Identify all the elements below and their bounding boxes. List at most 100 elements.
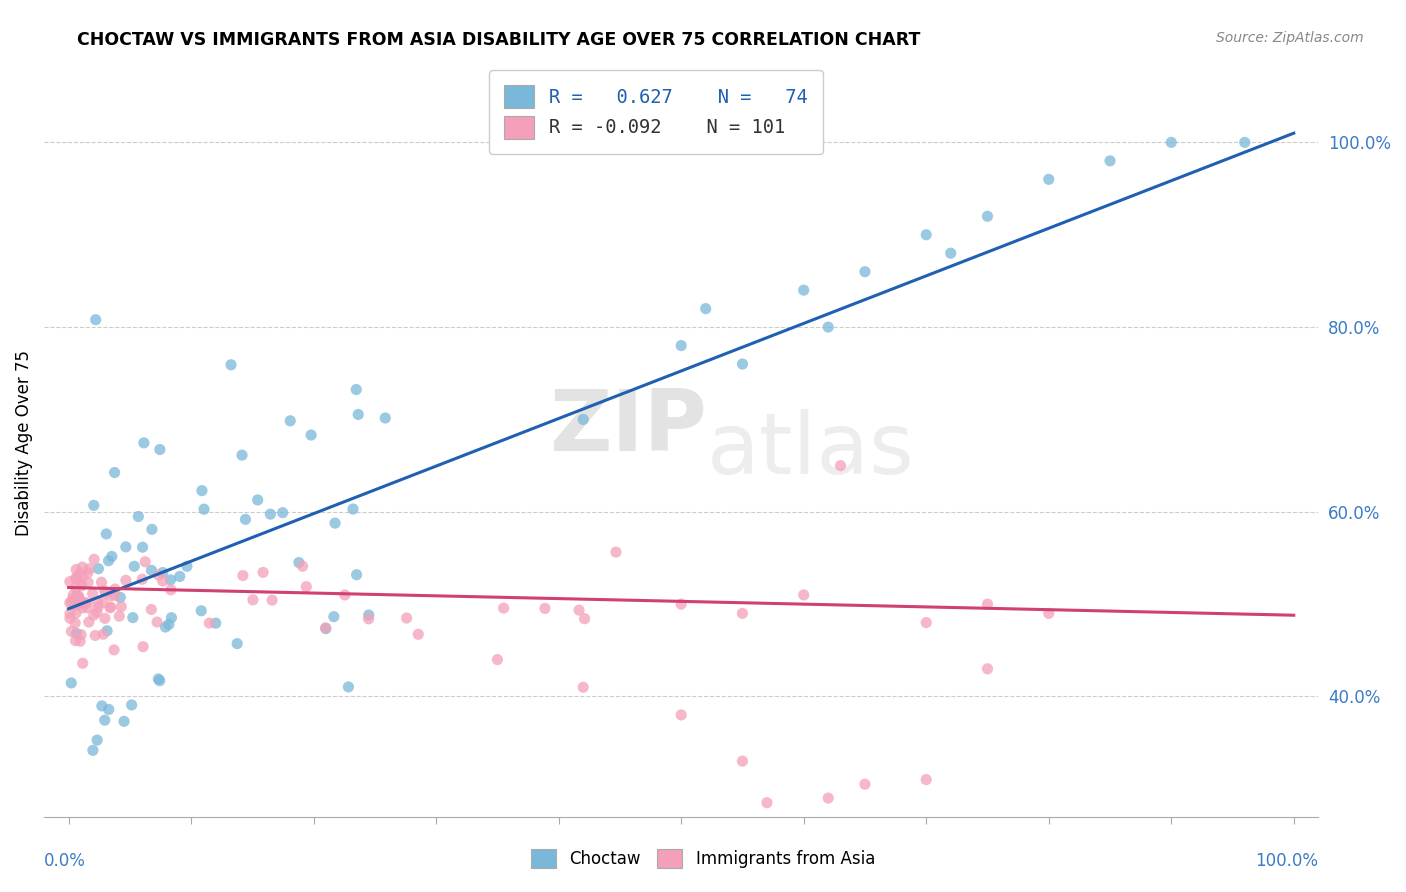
Point bbox=[63, 598, 86, 612]
Point bbox=[731, 607, 754, 621]
Point bbox=[323, 516, 346, 530]
Point bbox=[315, 621, 337, 635]
Point bbox=[132, 640, 155, 654]
Text: ZIP: ZIP bbox=[548, 386, 707, 469]
Point bbox=[605, 545, 627, 559]
Point bbox=[337, 680, 360, 694]
Point bbox=[66, 571, 89, 585]
Point bbox=[152, 566, 174, 580]
Point bbox=[77, 575, 100, 590]
Point bbox=[65, 633, 87, 648]
Point bbox=[83, 499, 105, 513]
Point bbox=[83, 552, 105, 566]
Point bbox=[344, 383, 367, 397]
Point bbox=[669, 338, 692, 352]
Point bbox=[534, 601, 557, 615]
Point bbox=[271, 506, 294, 520]
Point bbox=[830, 458, 852, 473]
Point bbox=[103, 643, 125, 657]
Point bbox=[204, 616, 226, 631]
Point bbox=[169, 569, 191, 583]
Point bbox=[91, 595, 114, 609]
Point bbox=[406, 627, 429, 641]
Point bbox=[568, 603, 591, 617]
Point bbox=[1233, 136, 1256, 150]
Point bbox=[93, 713, 115, 727]
Y-axis label: Disability Age Over 75: Disability Age Over 75 bbox=[15, 350, 32, 535]
Point bbox=[59, 596, 82, 610]
Point bbox=[86, 605, 108, 619]
Legend: Choctaw, Immigrants from Asia: Choctaw, Immigrants from Asia bbox=[524, 842, 882, 875]
Point bbox=[346, 567, 368, 582]
Point bbox=[148, 672, 170, 686]
Point bbox=[262, 593, 284, 607]
Point bbox=[246, 492, 269, 507]
Text: 0.0%: 0.0% bbox=[44, 852, 86, 870]
Point bbox=[915, 615, 938, 630]
Point bbox=[114, 540, 136, 554]
Point bbox=[72, 657, 94, 671]
Point bbox=[70, 576, 93, 591]
Point bbox=[70, 579, 93, 593]
Point bbox=[146, 615, 169, 629]
Point bbox=[695, 301, 717, 316]
Text: CHOCTAW VS IMMIGRANTS FROM ASIA DISABILITY AGE OVER 75 CORRELATION CHART: CHOCTAW VS IMMIGRANTS FROM ASIA DISABILI… bbox=[77, 31, 921, 49]
Point bbox=[148, 568, 170, 582]
Point bbox=[231, 448, 253, 462]
Point bbox=[492, 601, 515, 615]
Point bbox=[59, 574, 82, 589]
Point bbox=[342, 502, 364, 516]
Point bbox=[132, 435, 155, 450]
Text: 100.0%: 100.0% bbox=[1256, 852, 1319, 870]
Point bbox=[226, 637, 249, 651]
Point bbox=[486, 652, 509, 666]
Point bbox=[149, 673, 172, 688]
Point bbox=[66, 589, 89, 603]
Point bbox=[295, 580, 318, 594]
Point bbox=[104, 466, 127, 480]
Point bbox=[67, 597, 90, 611]
Point bbox=[160, 611, 183, 625]
Text: atlas: atlas bbox=[707, 409, 915, 491]
Point bbox=[70, 594, 93, 608]
Point bbox=[91, 627, 114, 641]
Point bbox=[817, 791, 839, 805]
Point bbox=[1160, 136, 1182, 150]
Point bbox=[152, 574, 174, 588]
Point bbox=[86, 595, 108, 609]
Point bbox=[84, 628, 107, 642]
Point bbox=[76, 600, 98, 615]
Point bbox=[76, 596, 98, 610]
Point bbox=[65, 606, 87, 620]
Point bbox=[97, 702, 120, 716]
Point bbox=[69, 634, 91, 648]
Point bbox=[252, 566, 274, 580]
Point bbox=[976, 662, 998, 676]
Point bbox=[100, 589, 122, 603]
Point bbox=[347, 408, 370, 422]
Point bbox=[853, 777, 876, 791]
Point bbox=[96, 585, 118, 599]
Point bbox=[357, 607, 380, 622]
Point bbox=[127, 509, 149, 524]
Point bbox=[976, 597, 998, 611]
Point bbox=[60, 594, 83, 608]
Point bbox=[67, 590, 90, 604]
Point bbox=[976, 209, 998, 223]
Point bbox=[731, 357, 754, 371]
Point bbox=[90, 575, 112, 590]
Point bbox=[915, 772, 938, 787]
Point bbox=[193, 502, 215, 516]
Point bbox=[79, 562, 101, 576]
Point bbox=[63, 616, 86, 631]
Point bbox=[1098, 153, 1121, 168]
Point bbox=[60, 676, 83, 690]
Point bbox=[288, 556, 311, 570]
Point bbox=[65, 571, 87, 585]
Point bbox=[322, 609, 344, 624]
Point bbox=[94, 611, 117, 625]
Point bbox=[98, 600, 121, 615]
Point bbox=[101, 549, 124, 564]
Point bbox=[62, 591, 84, 606]
Point bbox=[939, 246, 962, 260]
